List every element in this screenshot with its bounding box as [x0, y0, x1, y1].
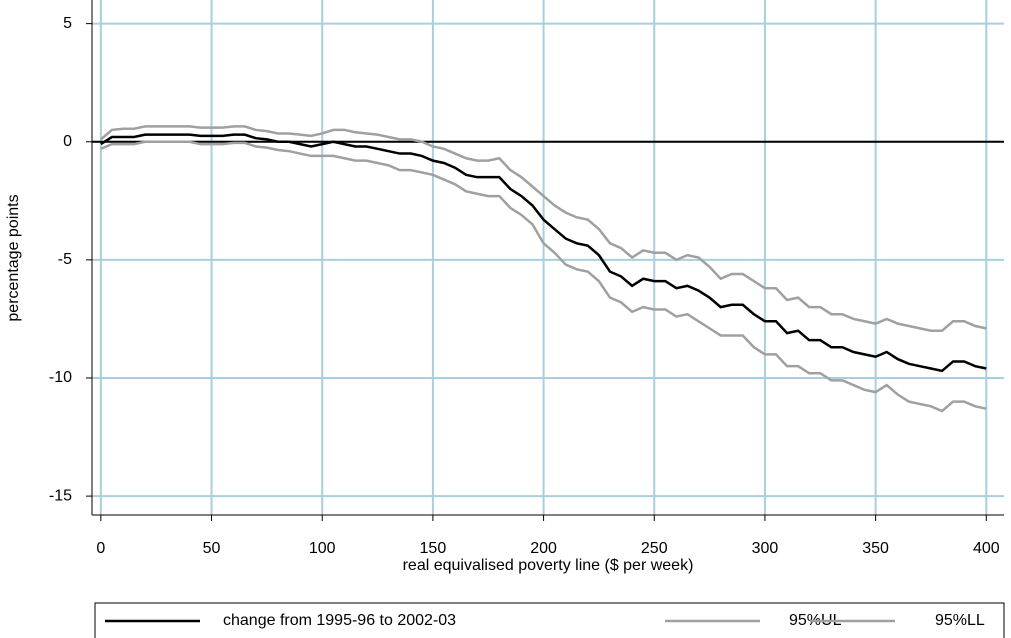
x-tick-label: 300	[752, 540, 779, 557]
x-tick-label: 200	[530, 540, 557, 557]
x-tick-label: 250	[641, 540, 668, 557]
y-tick-label: -10	[49, 369, 72, 386]
y-tick-label: -5	[58, 251, 72, 268]
y-axis-title: percentage points	[5, 194, 22, 321]
y-tick-label: 0	[63, 133, 72, 150]
series-line	[100, 125, 987, 332]
x-tick-label: 0	[96, 540, 105, 557]
legend-box	[94, 602, 1005, 638]
x-tick-label: 100	[309, 540, 336, 557]
legend-label: change from 1995-96 to 2002-03	[223, 612, 456, 629]
legend-label: 95%LL	[935, 612, 985, 629]
series-line	[100, 140, 987, 413]
x-tick-label: 400	[973, 540, 1000, 557]
x-axis-title: real equivalised poverty line ($ per wee…	[403, 557, 694, 574]
y-tick-label: 5	[63, 15, 72, 32]
x-tick-label: 350	[862, 540, 889, 557]
x-tick-label: 150	[420, 540, 447, 557]
series-line	[100, 133, 987, 373]
x-tick-label: 50	[203, 540, 221, 557]
y-tick-label: -15	[49, 487, 72, 504]
